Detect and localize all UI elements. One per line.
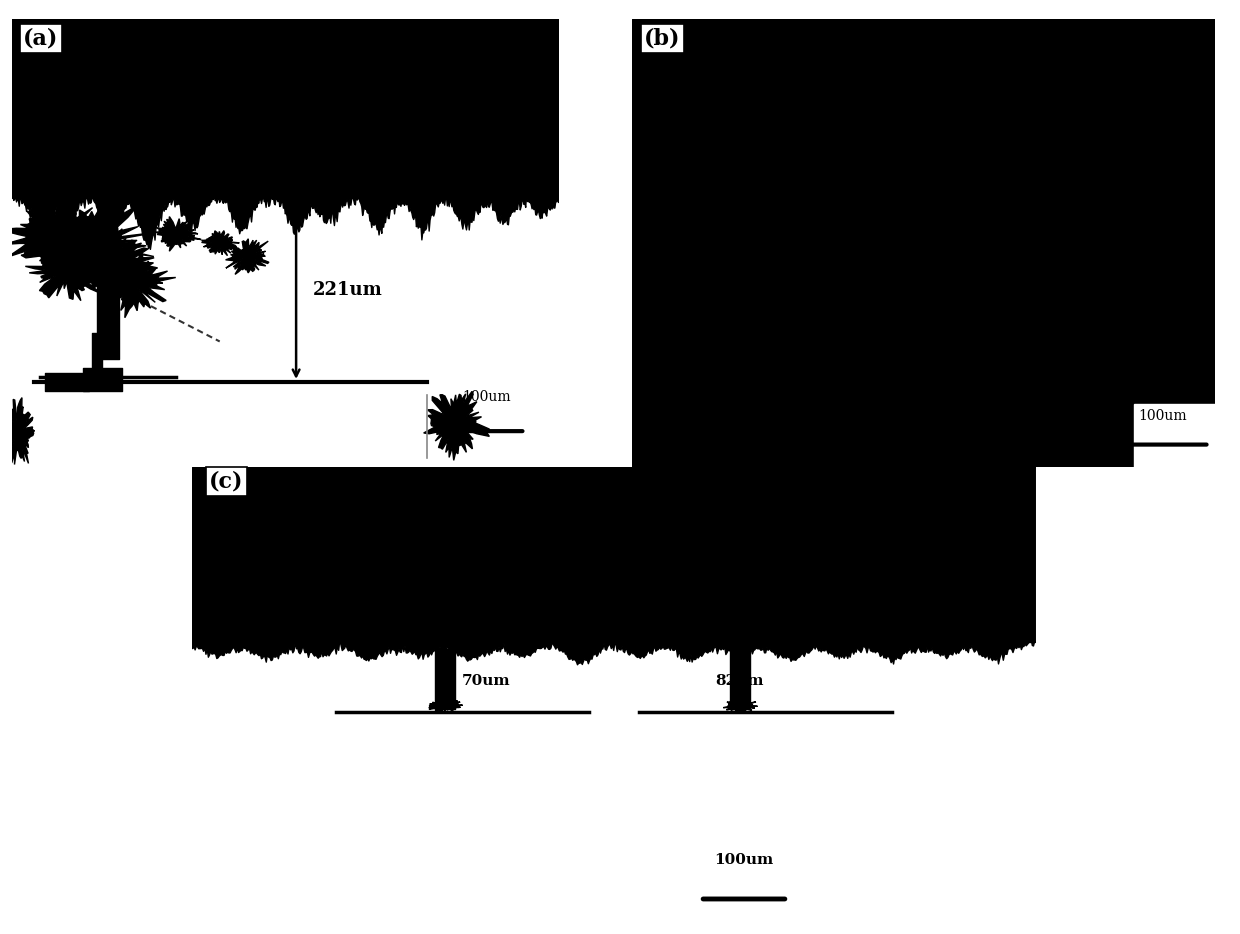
Bar: [1133, 404, 1215, 467]
Bar: [192, 467, 1035, 642]
Text: (c): (c): [210, 471, 243, 492]
Polygon shape: [155, 217, 201, 251]
Text: 100um: 100um: [463, 390, 511, 404]
Polygon shape: [21, 204, 156, 282]
Text: (a): (a): [24, 28, 58, 50]
Text: 100um: 100um: [714, 854, 774, 867]
Polygon shape: [424, 391, 490, 460]
Polygon shape: [429, 700, 463, 713]
Bar: [192, 467, 243, 534]
Text: 82um: 82um: [715, 673, 764, 687]
Polygon shape: [723, 699, 758, 714]
Polygon shape: [202, 231, 239, 256]
Polygon shape: [25, 239, 114, 301]
Polygon shape: [0, 398, 35, 464]
Polygon shape: [2, 200, 110, 269]
Text: 100um: 100um: [1138, 409, 1187, 423]
Text: 221um: 221um: [312, 281, 382, 299]
Text: 70um: 70um: [463, 673, 511, 687]
Polygon shape: [94, 251, 176, 318]
Polygon shape: [226, 239, 269, 275]
Bar: [12, 14, 558, 198]
Polygon shape: [55, 226, 157, 309]
Text: (b): (b): [644, 28, 681, 50]
